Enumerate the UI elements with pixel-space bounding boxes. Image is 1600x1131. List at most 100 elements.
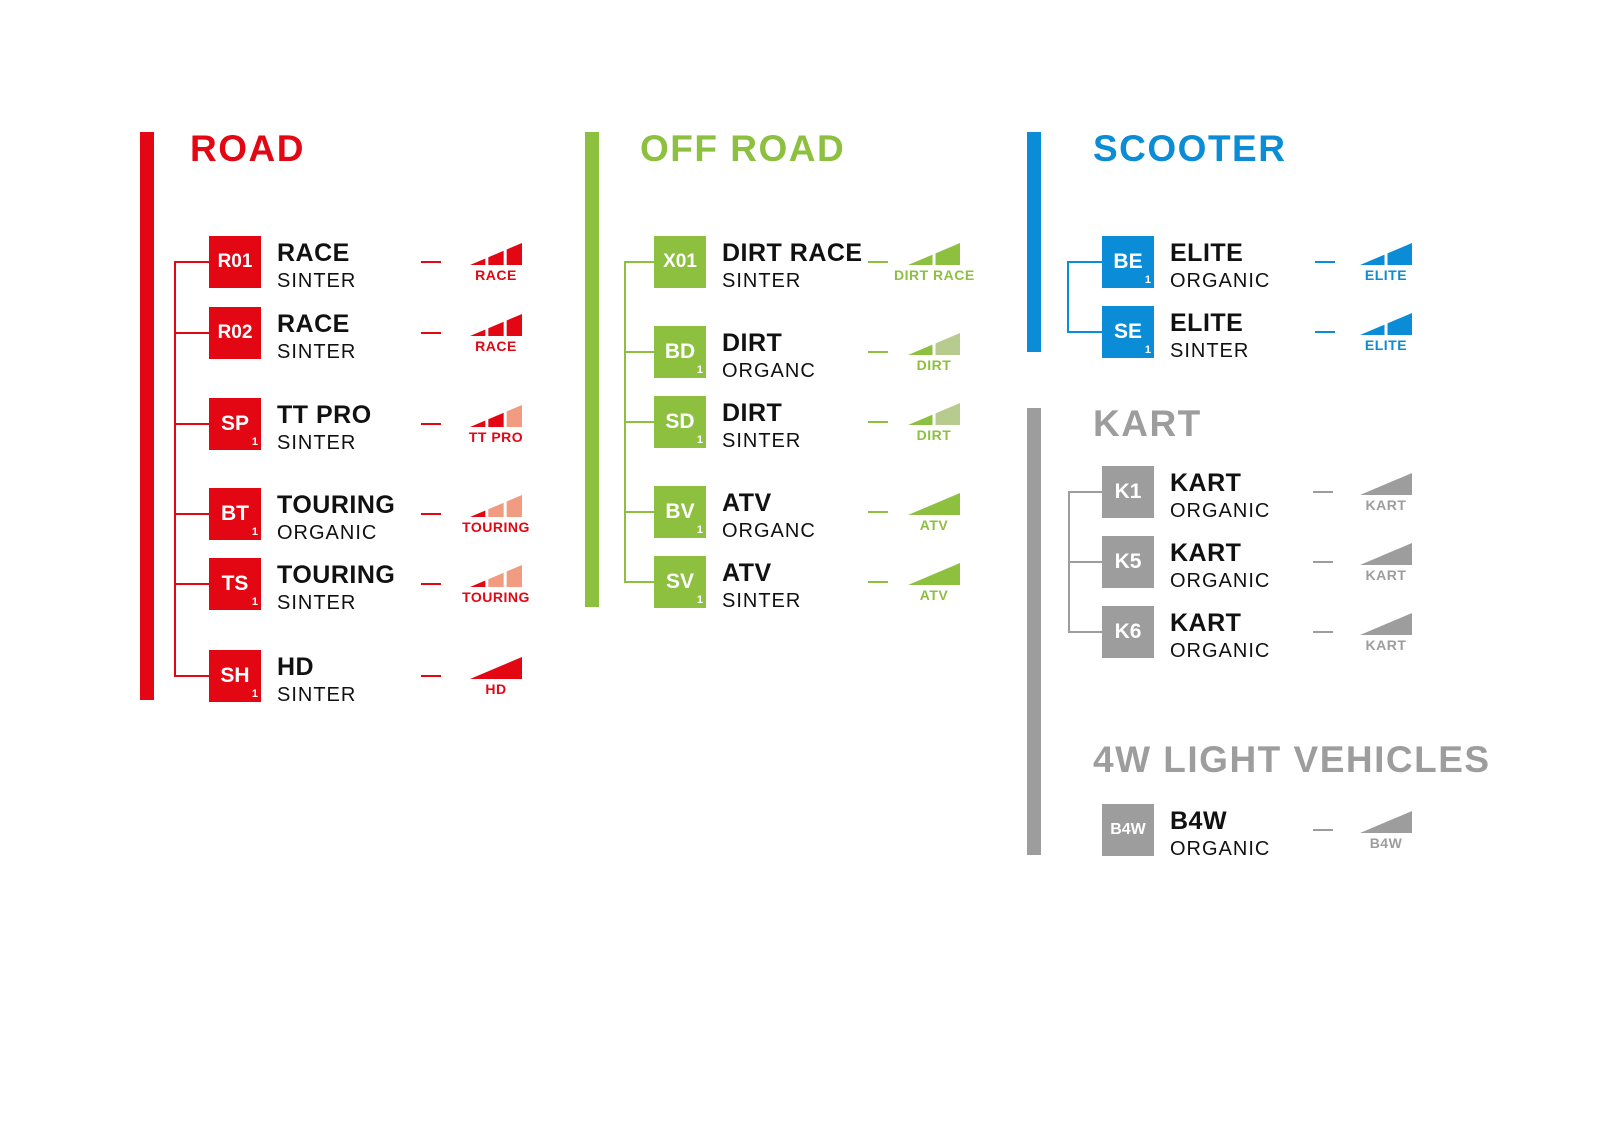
connector-dash: [421, 332, 441, 334]
level-segment-active: [470, 258, 486, 265]
compound-material: ORGANIC: [1170, 640, 1271, 662]
connector-dash: [1313, 829, 1333, 831]
compound-name: RACE: [277, 310, 350, 338]
level-segment-active: [488, 321, 504, 336]
performance-level: KART: [1346, 473, 1426, 513]
level-segment-active: [908, 414, 933, 425]
level-segment-inactive: [488, 502, 504, 517]
compound-code-badge: BV 1: [654, 486, 706, 538]
performance-level: KART: [1346, 543, 1426, 583]
compound-name: ELITE: [1170, 309, 1244, 337]
level-segment-active: [470, 329, 486, 336]
compound-code-badge: K6: [1102, 606, 1154, 658]
compound-material: ORGANIC: [1170, 570, 1271, 592]
performance-wedge-icon: [470, 565, 522, 587]
performance-level: ATV: [894, 493, 974, 533]
tree-branch: [174, 261, 209, 263]
compound-code-badge: TS 1: [209, 558, 261, 610]
offroad-section-title: OFF ROAD: [640, 128, 846, 169]
compound-code-subscript: 1: [251, 596, 258, 608]
tree-branch: [1067, 261, 1102, 263]
tree-branch: [174, 513, 209, 515]
performance-label: ATV: [919, 517, 949, 533]
compound-code-badge: BT 1: [209, 488, 261, 540]
level-segment-inactive: [935, 403, 960, 425]
level-segment-active: [1387, 243, 1412, 265]
level-segment-inactive: [506, 495, 522, 517]
compound-material: SINTER: [277, 432, 357, 454]
compound-code-badge: BE 1: [1102, 236, 1154, 288]
compound-code-subscript: 1: [696, 364, 703, 376]
level-segment-active: [1387, 313, 1412, 335]
performance-wedge-icon: [1360, 313, 1412, 335]
compound-material: SINTER: [722, 270, 802, 292]
kart-category-bar: [1027, 408, 1041, 855]
performance-label: KART: [1365, 567, 1407, 583]
compound-material: ORGANIC: [1170, 838, 1271, 860]
compound-code-subscript: 1: [696, 594, 703, 606]
level-segment-active: [470, 657, 522, 679]
performance-label: DIRT: [916, 427, 952, 443]
performance-level: KART: [1346, 613, 1426, 653]
performance-level: TOURING: [456, 565, 536, 605]
tree-branch: [1068, 561, 1102, 563]
performance-wedge-icon: [908, 333, 960, 355]
compound-code-badge: B4W: [1102, 804, 1154, 856]
performance-wedge-icon: [1360, 473, 1412, 495]
performance-label: TOURING: [462, 519, 530, 535]
performance-wedge-icon: [470, 243, 522, 265]
compound-name: TOURING: [277, 561, 396, 589]
compound-name: DIRT RACE: [722, 239, 863, 267]
connector-dash: [1313, 631, 1333, 633]
compound-code-subscript: 1: [251, 688, 258, 700]
compound-material: SINTER: [722, 590, 802, 612]
level-segment-active: [488, 250, 504, 265]
performance-level: DIRT: [894, 403, 974, 443]
compound-code-subscript: 1: [1144, 274, 1151, 286]
level-segment-active: [908, 563, 960, 585]
compound-material: ORGANIC: [1170, 500, 1271, 522]
level-segment-active: [470, 510, 486, 517]
compound-code-subscript: 1: [251, 436, 258, 448]
compound-code: SD: [665, 410, 695, 433]
compound-name: B4W: [1170, 807, 1228, 835]
performance-label: RACE: [475, 267, 517, 283]
connector-dash: [421, 423, 441, 425]
tree-branch: [1067, 331, 1102, 333]
compound-code-badge: SV 1: [654, 556, 706, 608]
performance-label: ELITE: [1364, 337, 1408, 353]
connector-dash: [421, 583, 441, 585]
level-segment-active: [1360, 254, 1385, 265]
compound-material: SINTER: [277, 684, 357, 706]
tree-branch: [624, 261, 654, 263]
tree-branch: [174, 423, 209, 425]
connector-dash: [1313, 561, 1333, 563]
compound-code-badge: K5: [1102, 536, 1154, 588]
performance-level: TT PRO: [456, 405, 536, 445]
compound-name: KART: [1170, 539, 1242, 567]
tree-branch: [624, 581, 654, 583]
level-segment-active: [506, 314, 522, 336]
compound-code: R02: [217, 322, 253, 343]
performance-label: ATV: [919, 587, 949, 603]
connector-dash: [421, 261, 441, 263]
tree-branch: [174, 583, 209, 585]
performance-wedge-icon: [1360, 543, 1412, 565]
level-segment-active: [935, 243, 960, 265]
b4w-section-title: 4W LIGHT VEHICLES: [1093, 739, 1491, 780]
level-segment-inactive: [506, 405, 522, 427]
performance-wedge-icon: [470, 495, 522, 517]
performance-level: DIRT: [894, 333, 974, 373]
compound-code-badge: R02: [209, 307, 261, 359]
performance-label: TOURING: [462, 589, 530, 605]
performance-label: TT PRO: [468, 429, 524, 445]
compound-code-badge: SD 1: [654, 396, 706, 448]
performance-wedge-icon: [1360, 811, 1412, 833]
compound-code-badge: BD 1: [654, 326, 706, 378]
road-section-title: ROAD: [190, 128, 305, 169]
level-segment-active: [908, 493, 960, 515]
connector-dash: [1313, 491, 1333, 493]
connector-dash: [868, 581, 888, 583]
tree-connector: [174, 262, 176, 676]
connector-dash: [868, 511, 888, 513]
